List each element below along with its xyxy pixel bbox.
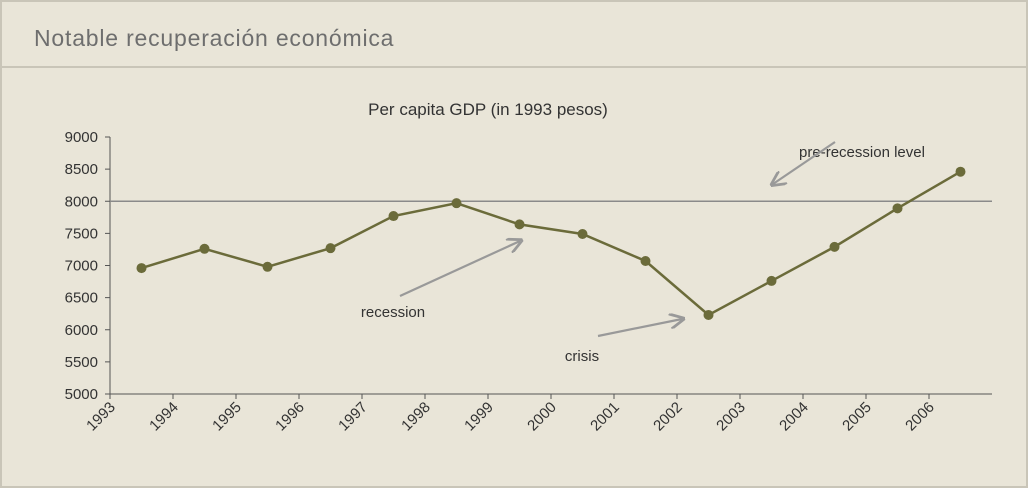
data-point [136,263,147,274]
annotation-arrow [597,319,682,338]
series-line [141,170,962,317]
y-tick-label: 6000 [65,322,98,339]
data-point [199,243,210,254]
y-tick-label: 9000 [65,129,98,146]
data-point [451,198,462,209]
y-tick-label: 7500 [65,225,98,242]
data-point [514,219,525,230]
y-tick-label: 8500 [65,161,98,178]
reference-label: pre-recession level [799,144,925,161]
annotation-arrow [399,241,520,297]
data-point [955,166,966,177]
data-point [577,229,588,240]
annotation-arrow [773,141,836,184]
data-point [766,275,777,286]
annotation: recession [361,304,425,321]
y-tick-label: 6500 [65,290,98,307]
data-point [829,241,840,252]
data-point [703,309,714,320]
annotation: crisis [565,348,599,365]
data-point [388,211,399,222]
chart-title: Per capita GDP (in 1993 pesos) [368,100,608,119]
data-point [640,256,651,267]
header-title: Notable recuperación económica [34,25,394,51]
data-point [892,203,903,214]
y-tick-label: 5500 [65,354,98,371]
data-point [325,243,336,254]
data-point [262,261,273,272]
y-tick-label: 7000 [65,258,98,275]
y-tick-label: 8000 [65,193,98,210]
y-tick-label: 5000 [65,386,98,403]
